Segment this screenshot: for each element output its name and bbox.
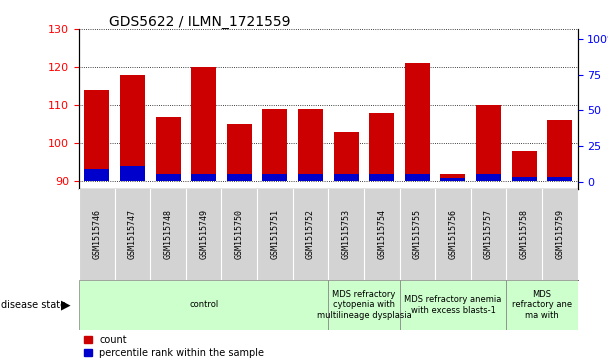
Text: MDS refractory anemia
with excess blasts-1: MDS refractory anemia with excess blasts… [404,295,502,315]
Bar [191,174,216,181]
Text: GSM1515747: GSM1515747 [128,209,137,259]
Bar [85,90,109,181]
Text: GSM1515756: GSM1515756 [449,209,457,259]
Bar [328,280,399,330]
Bar [85,169,109,181]
Bar [79,280,328,330]
Text: GSM1515746: GSM1515746 [92,209,102,259]
Text: GSM1515757: GSM1515757 [484,209,493,259]
Text: GSM1515759: GSM1515759 [555,209,564,259]
Bar [227,174,252,181]
Text: control: control [189,301,218,309]
Bar [227,124,252,181]
Bar [506,280,578,330]
Bar [120,75,145,181]
Text: GSM1515748: GSM1515748 [164,209,173,259]
Bar [156,174,181,181]
Text: GSM1515752: GSM1515752 [306,209,315,259]
Text: ▶: ▶ [61,298,71,311]
Text: GSM1515758: GSM1515758 [520,209,529,259]
Bar [334,174,359,181]
Text: MDS
refractory ane
ma with: MDS refractory ane ma with [512,290,572,320]
Bar [440,174,466,181]
Text: GSM1515751: GSM1515751 [271,209,280,259]
Text: MDS refractory
cytopenia with
multilineage dysplasia: MDS refractory cytopenia with multilinea… [317,290,411,320]
Bar [547,176,572,181]
Bar [156,117,181,181]
Bar [298,174,323,181]
Text: disease state: disease state [1,300,66,310]
Text: GSM1515754: GSM1515754 [377,209,386,259]
Text: GSM1515750: GSM1515750 [235,209,244,259]
Bar [512,151,537,181]
Text: GSM1515749: GSM1515749 [199,209,208,259]
Bar [298,109,323,181]
Text: GSM1515753: GSM1515753 [342,209,351,259]
Bar [369,113,394,181]
Text: GSM1515755: GSM1515755 [413,209,422,259]
Bar [405,63,430,181]
Bar [263,174,288,181]
Bar [476,174,501,181]
Bar [334,132,359,181]
Bar [476,105,501,181]
Bar [191,67,216,181]
Bar [120,166,145,181]
Legend: count, percentile rank within the sample: count, percentile rank within the sample [84,335,264,358]
Bar [263,109,288,181]
Bar [369,174,394,181]
Bar [547,120,572,181]
Bar [440,178,466,181]
Bar [399,280,506,330]
Bar [405,174,430,181]
Text: GDS5622 / ILMN_1721559: GDS5622 / ILMN_1721559 [109,15,291,29]
Bar [512,176,537,181]
